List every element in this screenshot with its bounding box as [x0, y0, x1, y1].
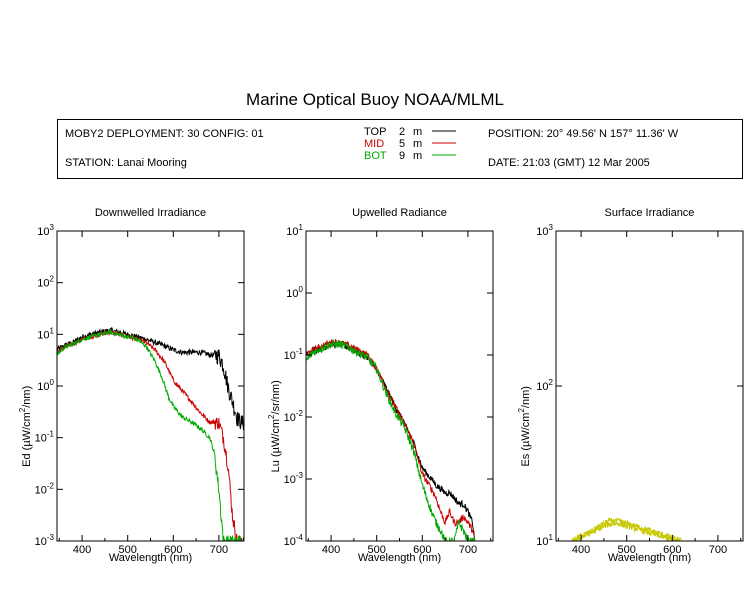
y-tick-label: 102: [536, 378, 553, 393]
x-tick-label: 600: [164, 544, 182, 556]
legend-depth-mid: 5: [399, 138, 405, 150]
legend-depth-top: 2: [399, 126, 405, 138]
series-line-bot: [306, 339, 476, 541]
legend-unit-bot: m: [413, 150, 422, 162]
x-axis-label: Wavelength (nm): [358, 552, 441, 564]
legend-unit-top: m: [413, 126, 422, 138]
y-tick-label: 101: [286, 223, 303, 238]
legend-unit-mid: m: [413, 138, 422, 150]
x-axis-label: Wavelength (nm): [608, 552, 691, 564]
legend-label-top: TOP: [364, 126, 386, 138]
x-tick-label: 500: [119, 544, 137, 556]
y-tick-label: 10-3: [284, 471, 304, 486]
y-tick-label: 10-3: [35, 533, 55, 548]
x-tick-label: 500: [368, 544, 386, 556]
deployment-text: MOBY2 DEPLOYMENT: 30 CONFIG: 01: [65, 128, 264, 140]
chart-1: Upwelled Radiance 400 500 600 700 Wavelength …: [267, 207, 494, 564]
series-line-mid: [57, 330, 244, 541]
y-tick-label: 10-4: [284, 533, 304, 548]
date-text: DATE: 21:03 (GMT) 12 Mar 2005: [488, 157, 650, 169]
y-tick-label: 103: [536, 223, 553, 238]
y-tick-label: 10-2: [35, 481, 55, 496]
series-line-mid: [306, 338, 476, 541]
y-tick-label: 101: [37, 326, 54, 341]
x-tick-label: 700: [709, 544, 727, 556]
plot-frame: [555, 230, 744, 542]
chart-title: Surface Irradiance: [605, 207, 695, 219]
page-title: Marine Optical Buoy NOAA/MLML: [246, 90, 504, 109]
series-line-surface-1: [573, 521, 680, 541]
chart-title: Downwelled Irradiance: [95, 207, 206, 219]
station-text: STATION: Lanai Mooring: [65, 157, 187, 169]
legend-label-mid: MID: [364, 138, 384, 150]
x-tick-label: 400: [322, 544, 340, 556]
y-tick-label: 100: [37, 378, 54, 393]
chart-title: Upwelled Radiance: [352, 207, 447, 219]
legend-label-bot: BOT: [364, 150, 387, 162]
y-tick-label: 103: [37, 223, 54, 238]
y-tick-label: 102: [37, 275, 54, 290]
plot-frame: [56, 230, 245, 542]
x-tick-label: 400: [572, 544, 590, 556]
deployment-info-box: MOBY2 DEPLOYMENT: 30 CONFIG: 01 STATION:…: [57, 119, 743, 179]
y-axis-label: Es (µW/cm2/nm): [517, 386, 532, 466]
x-tick-label: 600: [413, 544, 431, 556]
position-text: POSITION: 20° 49.56' N 157° 11.36' W: [488, 128, 679, 140]
series-line-bot: [57, 329, 243, 541]
x-axis-label: Wavelength (nm): [109, 552, 192, 564]
x-tick-label: 400: [73, 544, 91, 556]
x-tick-label: 600: [663, 544, 681, 556]
series-line-top: [306, 339, 476, 541]
y-tick-label: 10-1: [35, 430, 55, 445]
y-tick-label: 10-2: [284, 409, 304, 424]
y-tick-label: 10-1: [284, 347, 304, 362]
x-tick-label: 500: [618, 544, 636, 556]
x-tick-label: 700: [210, 544, 228, 556]
plot-frame: [305, 230, 494, 542]
x-tick-label: 700: [459, 544, 477, 556]
y-tick-label: 100: [286, 285, 303, 300]
series-line-top: [57, 326, 244, 430]
y-axis-label: Ed (µW/cm2/nm): [18, 386, 33, 467]
chart-0: Downwelled Irradiance 400 500 600 700 Wavelen…: [18, 207, 245, 564]
y-axis-label: Lu (µW/cm2/sr/nm): [267, 380, 282, 472]
legend-depth-bot: 9: [399, 150, 405, 162]
chart-2: Surface Irradiance 400 500 600 700 Wavelength…: [517, 207, 744, 564]
y-tick-label: 101: [536, 533, 553, 548]
